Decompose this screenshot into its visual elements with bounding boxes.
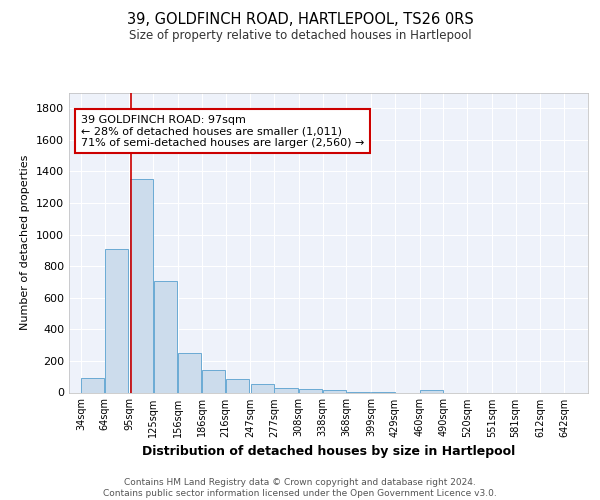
Bar — [226, 380, 249, 392]
Text: 39 GOLDFINCH ROAD: 97sqm
← 28% of detached houses are smaller (1,011)
71% of sem: 39 GOLDFINCH ROAD: 97sqm ← 28% of detach… — [81, 114, 364, 148]
Bar — [274, 388, 298, 392]
Bar — [81, 378, 104, 392]
Bar — [105, 249, 128, 392]
Bar — [154, 281, 177, 392]
Bar — [178, 353, 202, 393]
Text: 39, GOLDFINCH ROAD, HARTLEPOOL, TS26 0RS: 39, GOLDFINCH ROAD, HARTLEPOOL, TS26 0RS — [127, 12, 473, 28]
Bar — [299, 390, 322, 392]
Y-axis label: Number of detached properties: Number of detached properties — [20, 155, 31, 330]
Text: Size of property relative to detached houses in Hartlepool: Size of property relative to detached ho… — [128, 29, 472, 42]
Bar — [202, 370, 225, 392]
Text: Contains HM Land Registry data © Crown copyright and database right 2024.
Contai: Contains HM Land Registry data © Crown c… — [103, 478, 497, 498]
Bar — [323, 390, 346, 392]
X-axis label: Distribution of detached houses by size in Hartlepool: Distribution of detached houses by size … — [142, 445, 515, 458]
Bar — [130, 180, 153, 392]
Bar — [251, 384, 274, 392]
Bar — [420, 390, 443, 392]
